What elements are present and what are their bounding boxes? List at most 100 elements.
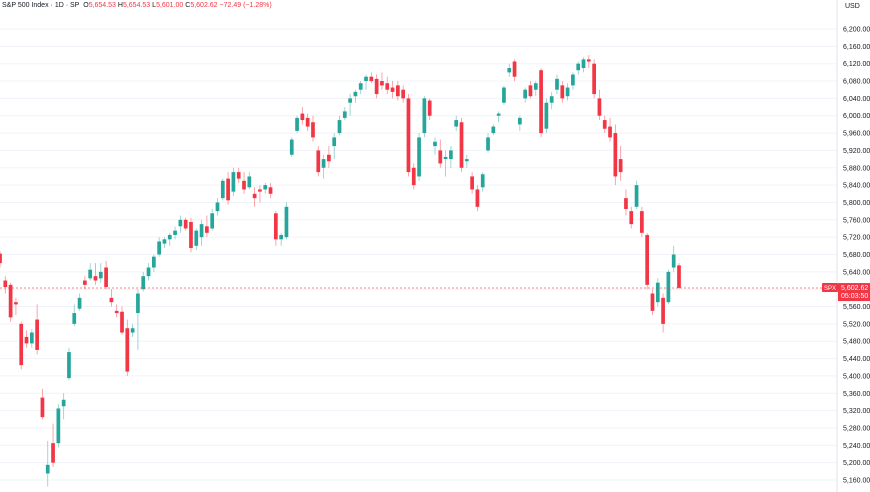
candle-body xyxy=(279,234,284,240)
y-tick-label: 5,160.00 xyxy=(843,478,870,485)
candle-body xyxy=(650,293,655,311)
candle-body xyxy=(305,117,310,127)
candle-body xyxy=(581,59,586,69)
candle-body xyxy=(194,230,199,246)
candle xyxy=(220,178,225,201)
candle xyxy=(560,81,565,103)
y-tick-label: 5,280.00 xyxy=(843,425,870,432)
candle-body xyxy=(661,297,665,324)
candle xyxy=(634,180,639,209)
candle-body xyxy=(29,332,34,344)
candle xyxy=(512,59,517,82)
y-tick-label: 6,040.00 xyxy=(843,96,870,103)
candle-body xyxy=(77,297,82,309)
candle xyxy=(661,293,665,333)
candle-body xyxy=(183,219,188,229)
candle xyxy=(571,72,575,90)
candle xyxy=(109,289,114,307)
candle-body xyxy=(459,122,464,168)
candle-body xyxy=(295,117,299,131)
candle-body xyxy=(88,269,93,279)
candle xyxy=(433,137,437,155)
candle-body xyxy=(316,150,321,173)
candle-body xyxy=(624,198,628,209)
candle xyxy=(300,107,305,125)
candle xyxy=(215,198,220,216)
candle-body xyxy=(56,408,61,444)
candle-body xyxy=(475,189,480,207)
symbol-name[interactable]: S&P 500 Index xyxy=(2,2,49,9)
candle xyxy=(0,251,2,268)
candle-body xyxy=(592,63,596,95)
candle-body xyxy=(655,282,660,303)
candle xyxy=(364,74,368,90)
candle-body xyxy=(571,74,575,86)
candle xyxy=(242,172,246,194)
candle-body xyxy=(613,133,618,177)
candle-body xyxy=(0,253,2,264)
candle-body xyxy=(406,98,411,173)
candle-body xyxy=(411,167,416,186)
candle-body xyxy=(427,100,432,116)
candle xyxy=(353,89,358,103)
candle xyxy=(279,232,284,246)
candle xyxy=(496,111,501,123)
candle-body xyxy=(486,137,490,151)
candle xyxy=(289,137,294,157)
candle xyxy=(470,172,474,194)
candle-body xyxy=(353,91,358,97)
candle xyxy=(422,96,427,138)
candle xyxy=(348,94,352,116)
candle xyxy=(178,215,183,233)
candle xyxy=(417,133,421,181)
candle xyxy=(104,261,108,290)
interval[interactable]: 1D xyxy=(54,2,64,9)
candle-body xyxy=(3,280,8,288)
y-tick-label: 6,200.00 xyxy=(843,27,870,34)
candle xyxy=(130,323,135,337)
candle xyxy=(305,113,310,131)
price-tag-symbol: SPX xyxy=(824,286,836,292)
price-tag-countdown: 05:03:50 xyxy=(841,293,868,300)
candle xyxy=(666,269,671,305)
candle xyxy=(295,115,299,134)
candle xyxy=(390,81,395,99)
candle xyxy=(284,202,289,240)
candle xyxy=(629,206,634,229)
candle xyxy=(342,107,347,121)
candle xyxy=(650,289,655,316)
candle-body xyxy=(8,284,13,318)
candle-body xyxy=(247,176,252,188)
candle xyxy=(125,319,130,376)
candle xyxy=(549,91,554,110)
y-tick-label: 5,680.00 xyxy=(843,252,870,259)
candle xyxy=(597,89,602,121)
candle-body xyxy=(454,120,459,127)
candle xyxy=(93,263,98,285)
candle-body xyxy=(311,122,315,138)
candle-body xyxy=(629,211,634,225)
candle-body xyxy=(162,239,167,244)
candle-body xyxy=(35,319,39,350)
price-axis[interactable]: 5,160.00 5,200.00 5,240.00 5,280.00 5,320.00… xyxy=(843,27,870,485)
candle xyxy=(640,206,644,238)
candle-body xyxy=(512,61,517,77)
candle xyxy=(77,293,82,311)
candle-body xyxy=(417,137,421,177)
candle xyxy=(677,263,681,290)
candle-body xyxy=(565,87,570,97)
price-grid xyxy=(0,28,837,481)
candle xyxy=(67,347,71,381)
y-tick-label: 6,000.00 xyxy=(843,113,870,120)
candle-body xyxy=(374,78,379,95)
candle xyxy=(3,276,8,294)
candle-body xyxy=(677,265,681,288)
candle xyxy=(507,63,512,77)
exchange: SP xyxy=(70,2,80,9)
candle xyxy=(157,237,161,257)
candle-body xyxy=(634,185,639,207)
candle-body xyxy=(289,139,294,155)
candle xyxy=(613,124,618,186)
candle-body xyxy=(40,397,45,418)
